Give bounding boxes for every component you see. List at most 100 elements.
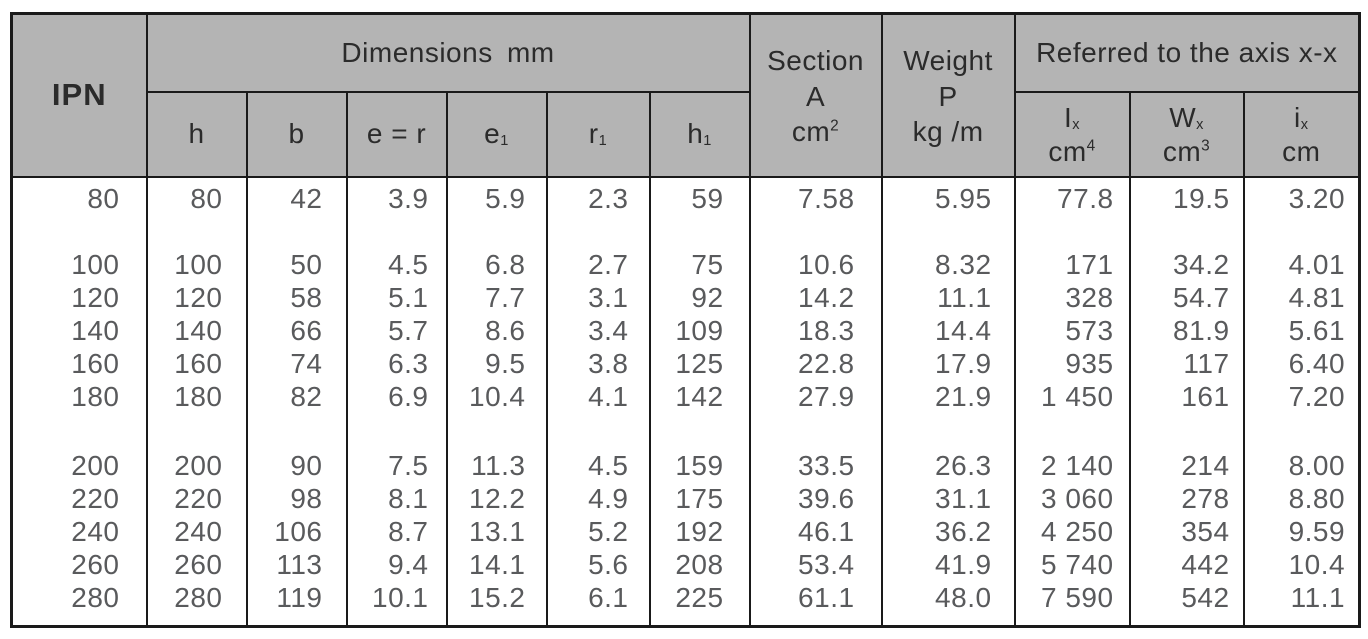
spacer-cell <box>1128 413 1245 450</box>
section-unit: cm2 <box>791 115 840 147</box>
cell: 9.59 <box>1242 515 1361 549</box>
cell: 42 <box>245 176 348 221</box>
table-body: 80 80 42 3.9 5.9 2.3 59 7.58 5.95 77.8 19.5 3.20 100… <box>10 176 1361 627</box>
cell: 4.1 <box>545 380 651 414</box>
cell: 9.4 <box>345 548 448 582</box>
cell: 74 <box>245 347 348 381</box>
cell: 5.9 <box>445 176 548 221</box>
cell: 159 <box>648 449 751 483</box>
cell: 9.5 <box>445 347 548 381</box>
spacer-cell <box>10 220 148 249</box>
spacer-cell <box>1013 220 1131 249</box>
cell: 7.58 <box>748 176 883 221</box>
cell: 278 <box>1128 482 1245 516</box>
cell: 4.5 <box>345 248 448 282</box>
table-row: 260 260 113 9.4 14.1 5.6 208 53.4 41.9 5 740 442 10… <box>10 548 1361 582</box>
cell: 180 <box>145 380 248 414</box>
weight-title: Weight <box>903 44 993 76</box>
cell: 5.7 <box>345 314 448 348</box>
spacer-cell <box>545 413 651 450</box>
col-header-r1: r1 <box>545 90 651 178</box>
cell: 354 <box>1128 515 1245 549</box>
cell: 7.5 <box>345 449 448 483</box>
cell: 225 <box>648 581 751 615</box>
spacer-cell <box>245 614 348 627</box>
cell: 7.7 <box>445 281 548 315</box>
table-row: 220 220 98 8.1 12.2 4.9 175 39.6 31.1 3 060 278 8.8… <box>10 482 1361 516</box>
spacer-cell <box>748 220 883 249</box>
spacer-cell <box>245 220 348 249</box>
cell: 160 <box>10 347 148 381</box>
cell: 4.5 <box>545 449 651 483</box>
spacer-cell <box>648 220 751 249</box>
cell: 4.81 <box>1242 281 1361 315</box>
cell: 17.9 <box>880 347 1016 381</box>
spacer-cell <box>10 413 148 450</box>
table-row: 240 240 106 8.7 13.1 5.2 192 46.1 36.2 4 250 354 9.… <box>10 515 1361 549</box>
table-row: 200 200 90 7.5 11.3 4.5 159 33.5 26.3 2 140 214 8.0… <box>10 449 1361 483</box>
spacer-cell <box>880 220 1016 249</box>
cell: 26.3 <box>880 449 1016 483</box>
cell: 125 <box>648 347 751 381</box>
spacer-cell <box>145 220 248 249</box>
cell: 3.8 <box>545 347 651 381</box>
section-symbol: A <box>805 81 826 113</box>
cell: 2.3 <box>545 176 651 221</box>
spacer-cell <box>1242 614 1361 627</box>
group-spacer-row <box>10 614 1361 627</box>
cell: 4.01 <box>1242 248 1361 282</box>
cell: 11.1 <box>1242 581 1361 615</box>
cell: 1 450 <box>1013 380 1131 414</box>
cell: 53.4 <box>748 548 883 582</box>
weight-unit: kg /m <box>912 115 984 147</box>
cell: 11.1 <box>880 281 1016 315</box>
cell: 8.32 <box>880 248 1016 282</box>
header-axis-title: Referred to the axis x-x <box>1013 12 1361 93</box>
cell: 59 <box>648 176 751 221</box>
cell: 109 <box>648 314 751 348</box>
cell: 5 740 <box>1013 548 1131 582</box>
table-row: 80 80 42 3.9 5.9 2.3 59 7.58 5.95 77.8 19.5 3.20 <box>10 176 1361 221</box>
cell: 142 <box>648 380 751 414</box>
cell: 80 <box>145 176 248 221</box>
cell: 82 <box>245 380 348 414</box>
cell: 260 <box>10 548 148 582</box>
spacer-cell <box>648 413 751 450</box>
cell: 113 <box>245 548 348 582</box>
spacer-cell <box>748 413 883 450</box>
section-title: Section <box>767 44 864 76</box>
cell: 54.7 <box>1128 281 1245 315</box>
cell: 280 <box>10 581 148 615</box>
spacer-cell <box>545 614 651 627</box>
spacer-cell <box>445 220 548 249</box>
cell: 8.00 <box>1242 449 1361 483</box>
cell: 8.1 <box>345 482 448 516</box>
cell: 4 250 <box>1013 515 1131 549</box>
cell: 7.20 <box>1242 380 1361 414</box>
cell: 90 <box>245 449 348 483</box>
cell: 106 <box>245 515 348 549</box>
cell: 27.9 <box>748 380 883 414</box>
spacer-cell <box>145 614 248 627</box>
cell: 100 <box>10 248 148 282</box>
spacer-cell <box>345 220 448 249</box>
table-row: 160 160 74 6.3 9.5 3.8 125 22.8 17.9 935 117 6.40 <box>10 347 1361 381</box>
spacer-cell <box>648 614 751 627</box>
cell: 3 060 <box>1013 482 1131 516</box>
col-header-ix-moment: Ix cm4 <box>1013 90 1131 178</box>
cell: 5.6 <box>545 548 651 582</box>
cell: 39.6 <box>748 482 883 516</box>
cell: 48.0 <box>880 581 1016 615</box>
cell: 6.9 <box>345 380 448 414</box>
spacer-cell <box>245 413 348 450</box>
spacer-cell <box>748 614 883 627</box>
header-dimensions-title: Dimensions mm <box>145 12 751 93</box>
spacer-cell <box>445 614 548 627</box>
cell: 542 <box>1128 581 1245 615</box>
table-row: 140 140 66 5.7 8.6 3.4 109 18.3 14.4 573 81.9 5.61 <box>10 314 1361 348</box>
cell: 46.1 <box>748 515 883 549</box>
col-header-h1: h1 <box>648 90 751 178</box>
cell: 6.3 <box>345 347 448 381</box>
spacer-cell <box>445 413 548 450</box>
cell: 14.2 <box>748 281 883 315</box>
